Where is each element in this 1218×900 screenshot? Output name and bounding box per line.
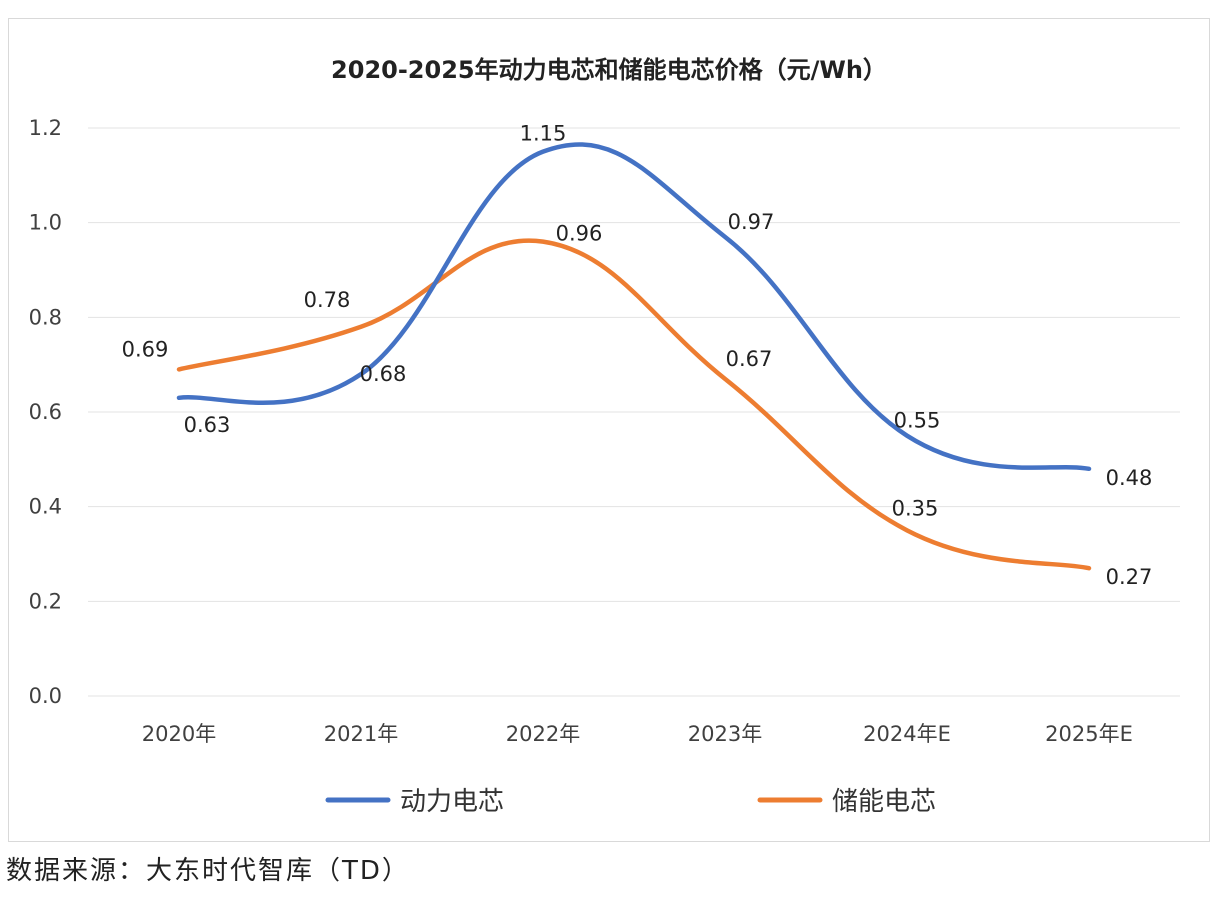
y-tick-label: 1.0: [29, 211, 62, 235]
legend-label: 储能电芯: [832, 787, 936, 817]
x-tick-label: 2024年E: [863, 722, 951, 746]
legend: 动力电芯 储能电芯: [325, 787, 936, 817]
y-tick-label: 0.4: [29, 495, 62, 519]
data-label: 0.55: [894, 409, 941, 433]
data-label: 0.78: [304, 288, 351, 312]
y-tick-label: 1.2: [29, 116, 62, 140]
y-axis-ticks: 0.0 0.2 0.4 0.6 0.8 1.0 1.2: [29, 116, 62, 708]
data-label: 0.35: [892, 496, 939, 520]
series-lines: [176, 142, 1092, 571]
x-tick-label: 2021年: [324, 722, 398, 746]
source-note: 数据来源：大东时代智库（TD）: [6, 856, 410, 886]
data-label: 0.96: [556, 222, 603, 246]
data-label: 0.69: [122, 337, 169, 361]
data-label: 0.27: [1106, 565, 1153, 589]
grid-lines: [88, 127, 1180, 697]
data-label: 0.67: [726, 347, 773, 371]
x-tick-label: 2023年: [688, 722, 762, 746]
x-tick-label: 2022年: [506, 722, 580, 746]
data-label: 0.68: [360, 362, 407, 386]
series-line-storage-cell: [176, 238, 1092, 571]
data-label: 0.48: [1106, 466, 1153, 490]
y-tick-label: 0.0: [29, 684, 62, 708]
data-label: 1.15: [520, 122, 567, 146]
data-label: 0.63: [184, 413, 231, 437]
x-tick-label: 2025年E: [1045, 722, 1133, 746]
y-tick-label: 0.8: [29, 305, 62, 329]
x-axis-ticks: 2020年 2021年 2022年 2023年 2024年E 2025年E: [142, 722, 1133, 746]
y-tick-label: 0.6: [29, 400, 62, 424]
chart-frame: [8, 18, 1210, 842]
chart-title: 2020-2025年动力电芯和储能电芯价格（元/Wh）: [331, 56, 887, 84]
x-tick-label: 2020年: [142, 722, 216, 746]
legend-label: 动力电芯: [400, 787, 504, 817]
data-label: 0.97: [728, 210, 775, 234]
data-labels: 0.63 0.68 1.15 0.97 0.55 0.48 0.69 0.78 0.96 0.67…: [122, 122, 1153, 590]
y-tick-label: 0.2: [29, 589, 62, 613]
series-line-power-cell: [176, 142, 1092, 472]
